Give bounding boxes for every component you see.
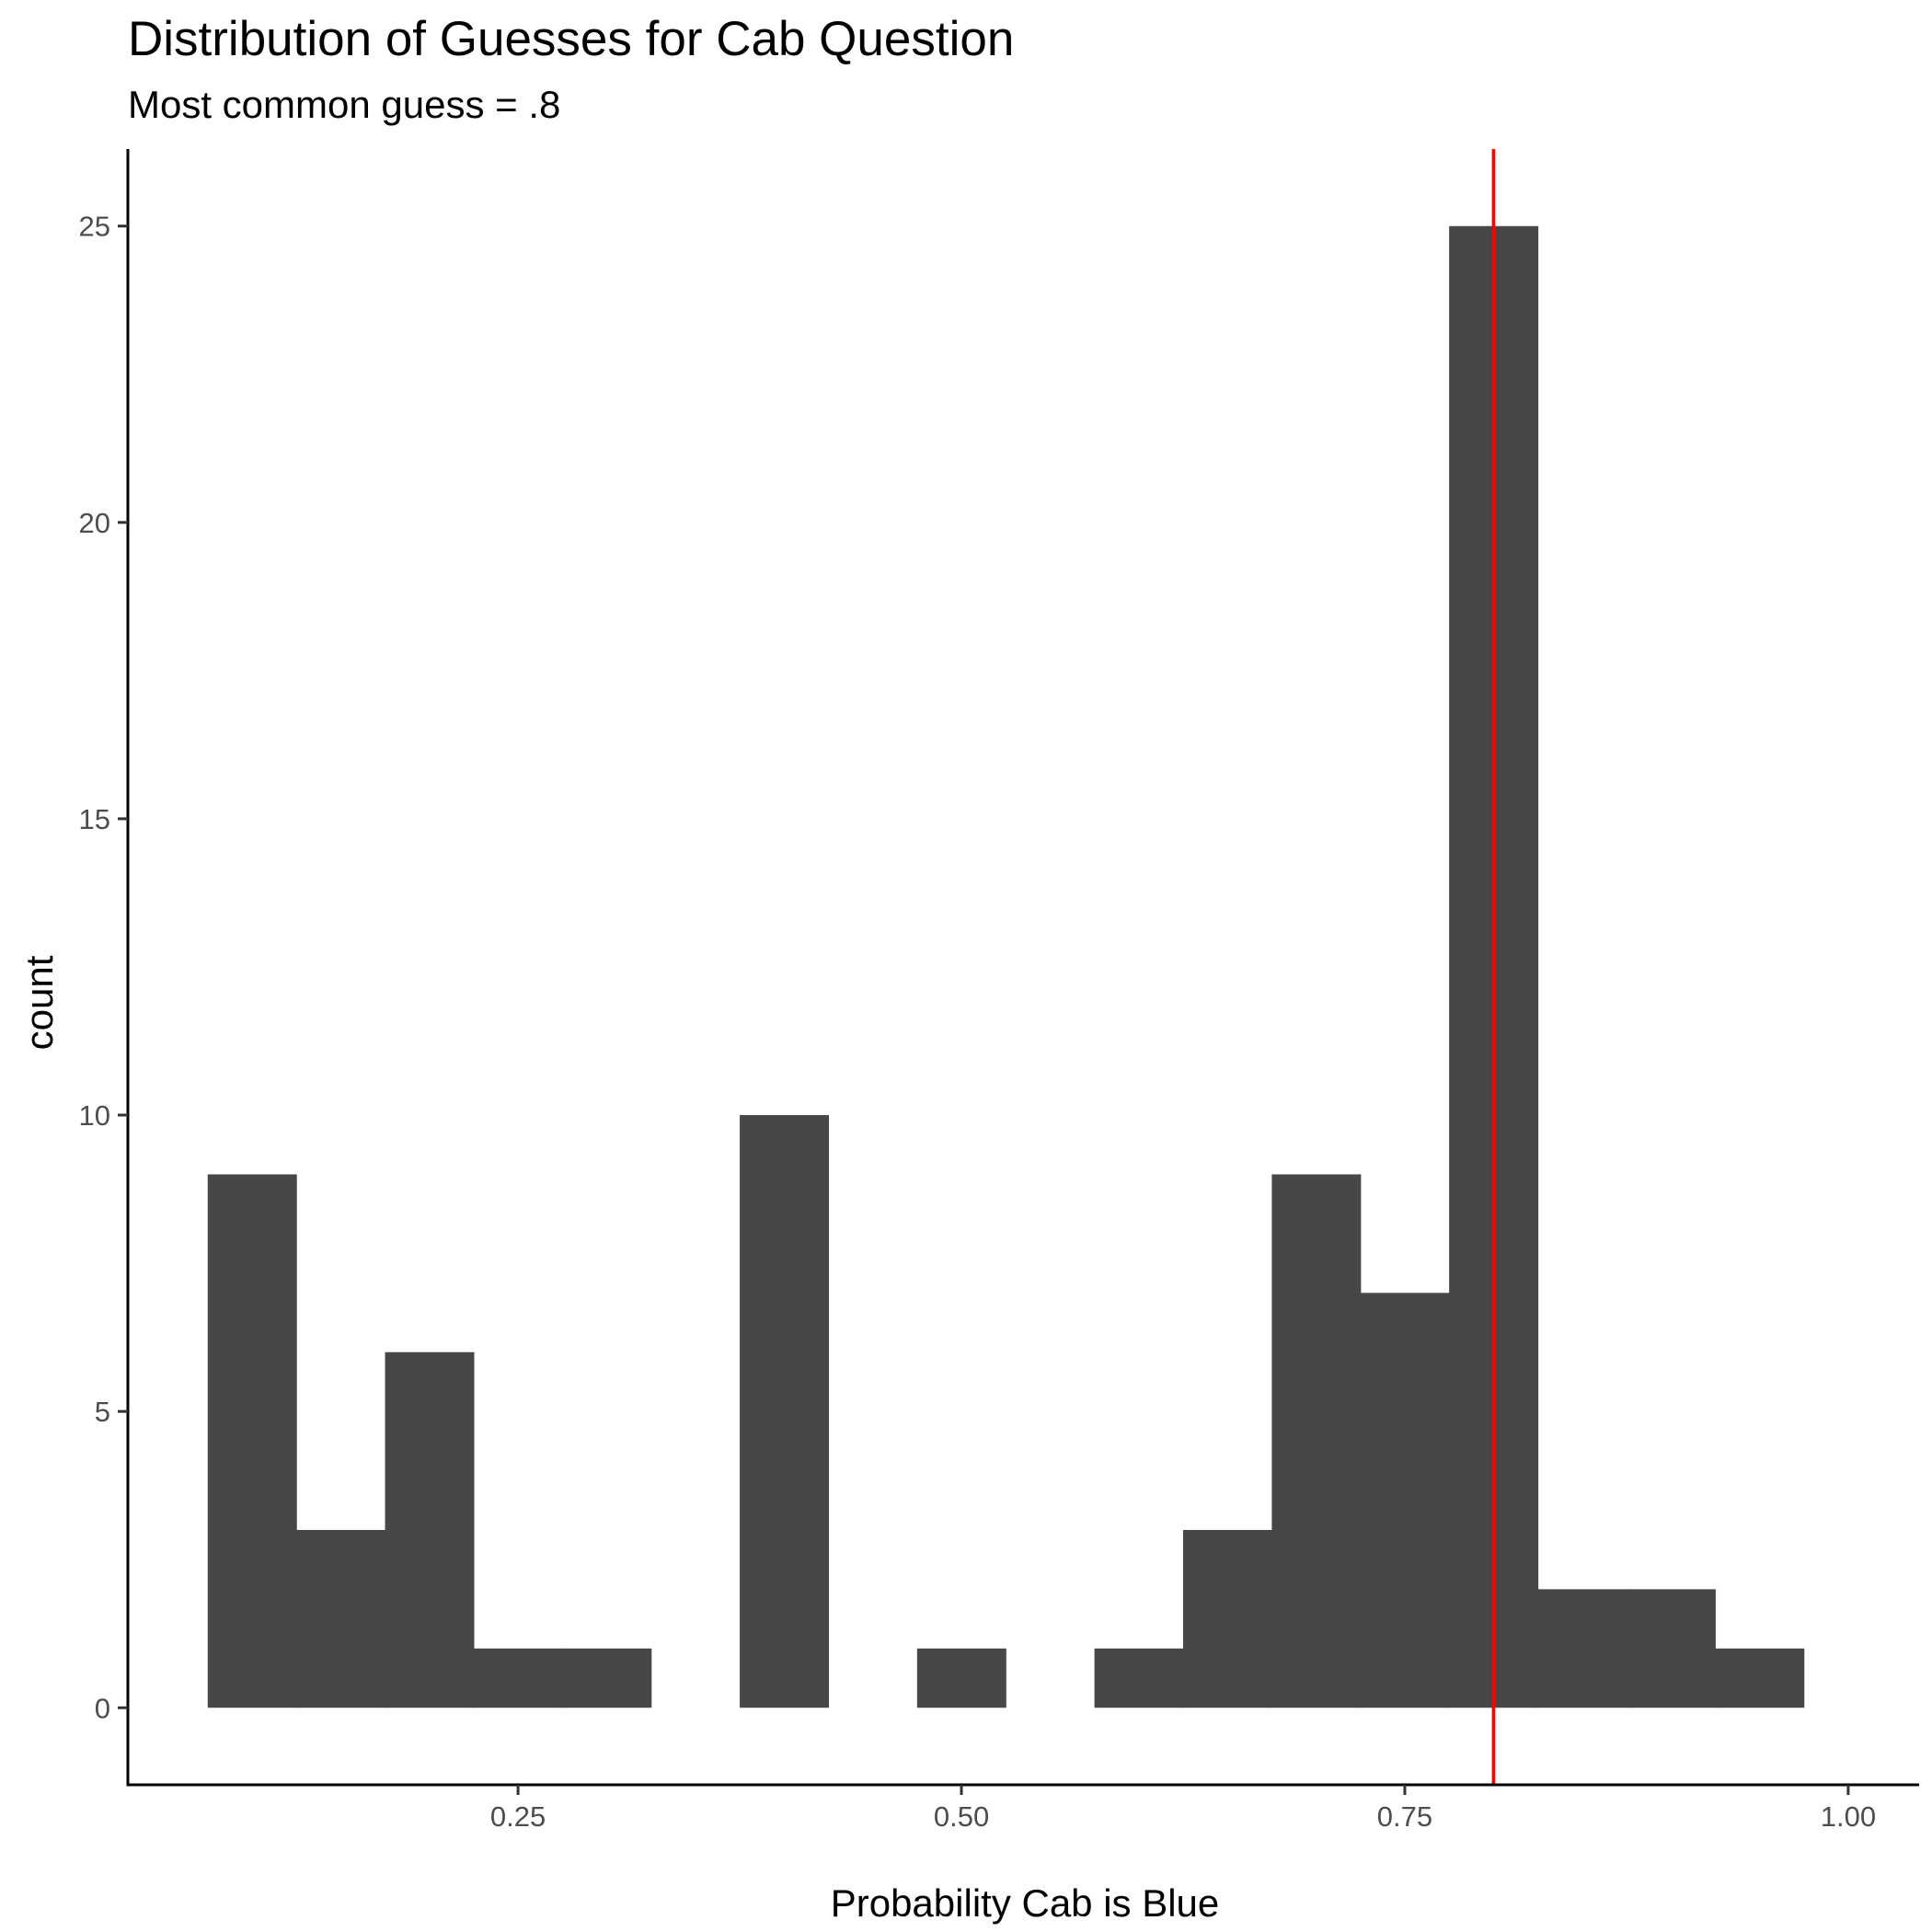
histogram-bar [1271, 1174, 1362, 1708]
histogram-bar [1360, 1293, 1450, 1708]
x-tick-label: 0.50 [934, 1800, 989, 1833]
x-tick-label: 0.25 [490, 1800, 546, 1833]
y-tick-label: 25 [79, 211, 110, 243]
x-tick-label: 1.00 [1821, 1800, 1876, 1833]
histogram-bar [296, 1529, 386, 1708]
axes-group: 0 5 10 15 20 25 0.25 0.50 0.75 1.00 [79, 149, 1919, 1833]
histogram-bar [473, 1648, 563, 1708]
y-axis-label: count [17, 955, 61, 1050]
y-tick-label: 20 [79, 507, 110, 539]
histogram-bar [207, 1174, 297, 1708]
y-tick-label: 5 [95, 1396, 110, 1428]
chart-title: Distribution of Guesses for Cab Question [128, 12, 1014, 66]
y-tick-label: 0 [95, 1692, 110, 1724]
x-axis-label: Probability Cab is Blue [831, 1881, 1220, 1925]
chart-subtitle: Most common guess = .8 [128, 83, 560, 126]
y-tick-label: 10 [79, 1099, 110, 1132]
histogram-bar [1537, 1589, 1627, 1708]
histogram-bar [1626, 1589, 1716, 1708]
bars-group [207, 225, 1805, 1708]
histogram-bar [1715, 1648, 1805, 1708]
histogram-bar [1182, 1529, 1272, 1708]
histogram-bar [916, 1648, 1006, 1708]
histogram-bar [385, 1351, 475, 1708]
x-tick-label: 0.75 [1377, 1800, 1432, 1833]
histogram-bar [1094, 1648, 1184, 1708]
histogram-bar [562, 1648, 652, 1708]
histogram-bar [740, 1115, 830, 1708]
y-tick-label: 15 [79, 803, 110, 835]
